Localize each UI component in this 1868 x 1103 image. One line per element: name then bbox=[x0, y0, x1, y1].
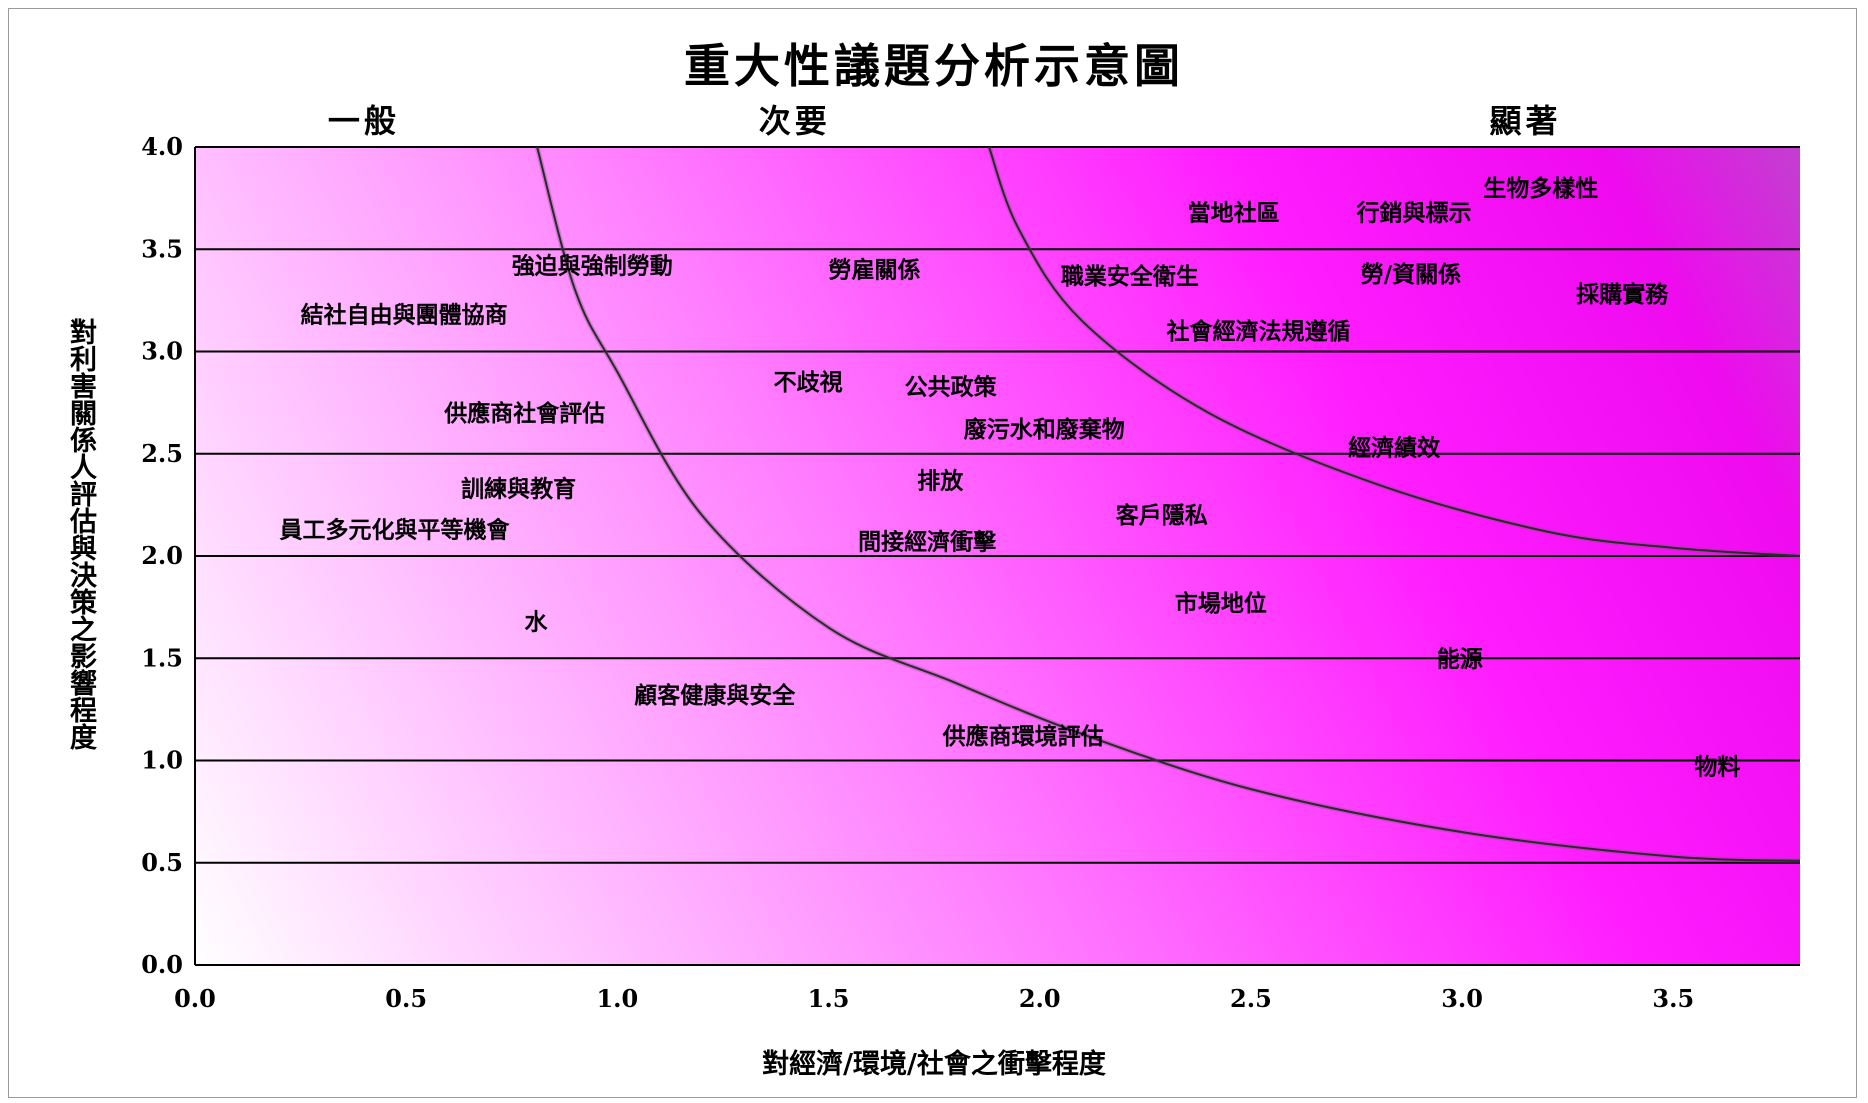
x-tick-label: 0.5 bbox=[385, 984, 427, 1013]
y-tick-label: 3.5 bbox=[141, 234, 183, 263]
data-point-label: 廢污水和廢棄物 bbox=[964, 416, 1125, 443]
data-point-label: 勞雇關係 bbox=[829, 257, 921, 284]
data-point-label: 公共政策 bbox=[905, 373, 998, 400]
zone-label-significant: 顯著 bbox=[1489, 102, 1562, 140]
data-point-label: 能源 bbox=[1437, 645, 1483, 672]
y-tick-label: 3.0 bbox=[141, 337, 183, 366]
data-point-label: 勞/資關係 bbox=[1361, 261, 1461, 288]
y-tick-label: 0.5 bbox=[141, 848, 183, 877]
data-point-label: 市場地位 bbox=[1175, 590, 1267, 617]
y-tick-label: 4.0 bbox=[141, 132, 183, 161]
data-point-label: 供應商社會評估 bbox=[443, 400, 605, 427]
zone-label-secondary: 次要 bbox=[758, 102, 831, 140]
data-point-label: 不歧視 bbox=[774, 369, 843, 396]
threshold-curve-low bbox=[536, 146, 1801, 862]
y-tick-label: 2.5 bbox=[141, 439, 183, 468]
data-point-label: 生物多樣性 bbox=[1483, 175, 1598, 202]
x-tick-label: 3.5 bbox=[1652, 984, 1694, 1013]
data-point-label: 當地社區 bbox=[1188, 199, 1280, 226]
x-tick-label: 1.5 bbox=[808, 984, 850, 1013]
y-tick-label: 1.5 bbox=[141, 643, 183, 672]
x-tick-label: 3.0 bbox=[1441, 984, 1483, 1013]
x-tick-label: 2.0 bbox=[1019, 984, 1061, 1013]
y-tick-label: 1.0 bbox=[141, 746, 183, 775]
x-axis-label: 對經濟/環境/社會之衝擊程度 bbox=[762, 1049, 1106, 1080]
data-point-label: 採購實務 bbox=[1576, 281, 1669, 308]
data-point-label: 社會經濟法規遵循 bbox=[1166, 318, 1350, 345]
chart-title: 重大性議題分析示意圖 bbox=[684, 39, 1184, 93]
data-point-label: 排放 bbox=[917, 467, 964, 494]
y-axis-label: 對利害關係人評估與決策之影響程度 bbox=[65, 318, 96, 750]
data-point-label: 經濟績效 bbox=[1348, 435, 1440, 462]
data-point-label: 供應商環境評估 bbox=[942, 723, 1104, 750]
threshold-curve-high bbox=[988, 146, 1801, 557]
data-point-label: 間接經濟衝擊 bbox=[858, 529, 997, 556]
data-point-label: 職業安全衛生 bbox=[1061, 263, 1199, 290]
data-point-label: 結社自由與團體協商 bbox=[301, 302, 508, 329]
data-point-label: 強迫與強制勞動 bbox=[512, 253, 673, 280]
data-point-label: 物料 bbox=[1694, 754, 1740, 781]
data-point-label: 訓練與教育 bbox=[461, 476, 576, 503]
x-tick-label: 0.0 bbox=[174, 984, 216, 1013]
zone-label-general: 一般 bbox=[327, 102, 400, 140]
x-tick-label: 1.0 bbox=[596, 984, 638, 1013]
y-tick-label: 2.0 bbox=[141, 541, 183, 570]
data-point-label: 顧客健康與安全 bbox=[634, 682, 796, 709]
data-point-label: 客戶隱私 bbox=[1116, 502, 1208, 529]
y-tick-label: 0.0 bbox=[141, 950, 183, 979]
x-tick-label: 2.5 bbox=[1230, 984, 1272, 1013]
data-point-label: 員工多元化與平等機會 bbox=[279, 516, 510, 543]
data-point-label: 水 bbox=[524, 608, 548, 635]
data-point-label: 行銷與標示 bbox=[1356, 199, 1472, 226]
